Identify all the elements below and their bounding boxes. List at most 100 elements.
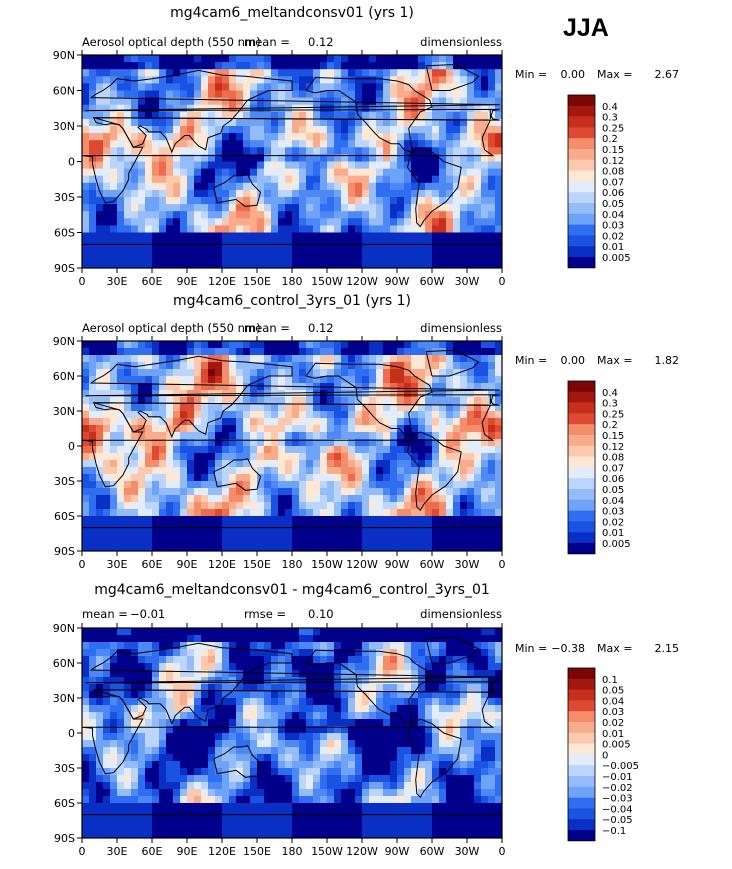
field-cell xyxy=(131,348,139,356)
field-cell xyxy=(159,488,167,496)
field-cell xyxy=(159,225,167,233)
field-cell xyxy=(439,705,447,713)
field-cell xyxy=(117,719,125,727)
colorbar-label: 0.03 xyxy=(602,221,624,232)
field-cell xyxy=(166,537,174,545)
field-cell xyxy=(467,62,475,70)
colorbar-swatch xyxy=(568,500,595,511)
field-cell xyxy=(439,55,447,63)
field-cell xyxy=(292,247,300,255)
field-cell xyxy=(460,425,468,433)
field-cell xyxy=(264,495,272,503)
field-cell xyxy=(131,183,139,191)
field-cell xyxy=(355,183,363,191)
field-cell xyxy=(348,509,356,517)
field-cell xyxy=(243,481,251,489)
field-cell xyxy=(327,105,335,113)
field-cell xyxy=(138,516,146,524)
field-cell xyxy=(159,446,167,454)
field-cell xyxy=(250,225,258,233)
field-cell xyxy=(208,733,216,741)
xtick-label: 60W xyxy=(420,558,445,571)
field-cell xyxy=(439,147,447,155)
field-cell xyxy=(348,62,356,70)
field-cell xyxy=(369,341,377,349)
field-cell xyxy=(96,635,104,643)
field-cell xyxy=(432,126,440,134)
field-cell xyxy=(124,481,132,489)
field-cell xyxy=(313,218,321,226)
field-cell xyxy=(292,705,300,713)
field-cell xyxy=(474,162,482,170)
field-cell xyxy=(488,105,496,113)
field-cell xyxy=(278,176,286,184)
field-cell xyxy=(243,83,251,91)
field-cell xyxy=(201,126,209,134)
field-cell xyxy=(348,656,356,664)
field-cell xyxy=(145,740,153,748)
field-cell xyxy=(306,712,314,720)
field-cell xyxy=(257,537,265,545)
field-cell xyxy=(117,691,125,699)
field-cell xyxy=(110,105,118,113)
field-cell xyxy=(215,740,223,748)
field-cell xyxy=(467,747,475,755)
field-cell xyxy=(453,211,461,219)
field-cell xyxy=(208,247,216,255)
field-cell xyxy=(411,55,419,63)
field-cell xyxy=(376,204,384,212)
field-cell xyxy=(474,112,482,120)
field-cell xyxy=(201,69,209,77)
field-cell xyxy=(397,240,405,248)
field-cell xyxy=(299,705,307,713)
field-cell xyxy=(110,411,118,419)
field-cell xyxy=(82,635,90,643)
colorbar-swatch xyxy=(568,424,595,435)
field-cell xyxy=(117,677,125,685)
field-cell xyxy=(187,218,195,226)
field-cell xyxy=(453,355,461,363)
field-cell xyxy=(173,105,181,113)
field-cell xyxy=(138,656,146,664)
field-cell xyxy=(131,197,139,205)
field-cell xyxy=(117,663,125,671)
field-cell xyxy=(369,140,377,148)
field-cell xyxy=(285,509,293,517)
field-cell xyxy=(439,341,447,349)
field-cell xyxy=(432,190,440,198)
field-cell xyxy=(474,705,482,713)
field-cell xyxy=(425,169,433,177)
field-cell xyxy=(453,705,461,713)
field-cell xyxy=(96,341,104,349)
field-cell xyxy=(145,733,153,741)
field-cell xyxy=(145,190,153,198)
field-cell xyxy=(89,140,97,148)
field-cell xyxy=(152,119,160,127)
field-cell xyxy=(481,112,489,120)
field-cell xyxy=(418,204,426,212)
field-cell xyxy=(264,761,272,769)
field-cell xyxy=(278,411,286,419)
field-cell xyxy=(110,684,118,692)
field-cell xyxy=(264,105,272,113)
field-cell xyxy=(488,481,496,489)
field-cell xyxy=(348,133,356,141)
field-cell xyxy=(278,516,286,524)
field-cell xyxy=(376,733,384,741)
field-cell xyxy=(201,474,209,482)
field-cell xyxy=(117,55,125,63)
field-cell xyxy=(96,516,104,524)
ytick-label: 90S xyxy=(54,545,75,558)
field-cell xyxy=(320,698,328,706)
field-cell xyxy=(320,712,328,720)
field-cell xyxy=(278,663,286,671)
colorbar-swatch xyxy=(568,181,595,192)
field-cell xyxy=(264,670,272,678)
field-cell xyxy=(117,176,125,184)
field-cell xyxy=(285,119,293,127)
field-cell xyxy=(222,383,230,391)
field-cell xyxy=(278,418,286,426)
field-cell xyxy=(243,747,251,755)
field-cell xyxy=(404,62,412,70)
field-cell xyxy=(250,537,258,545)
